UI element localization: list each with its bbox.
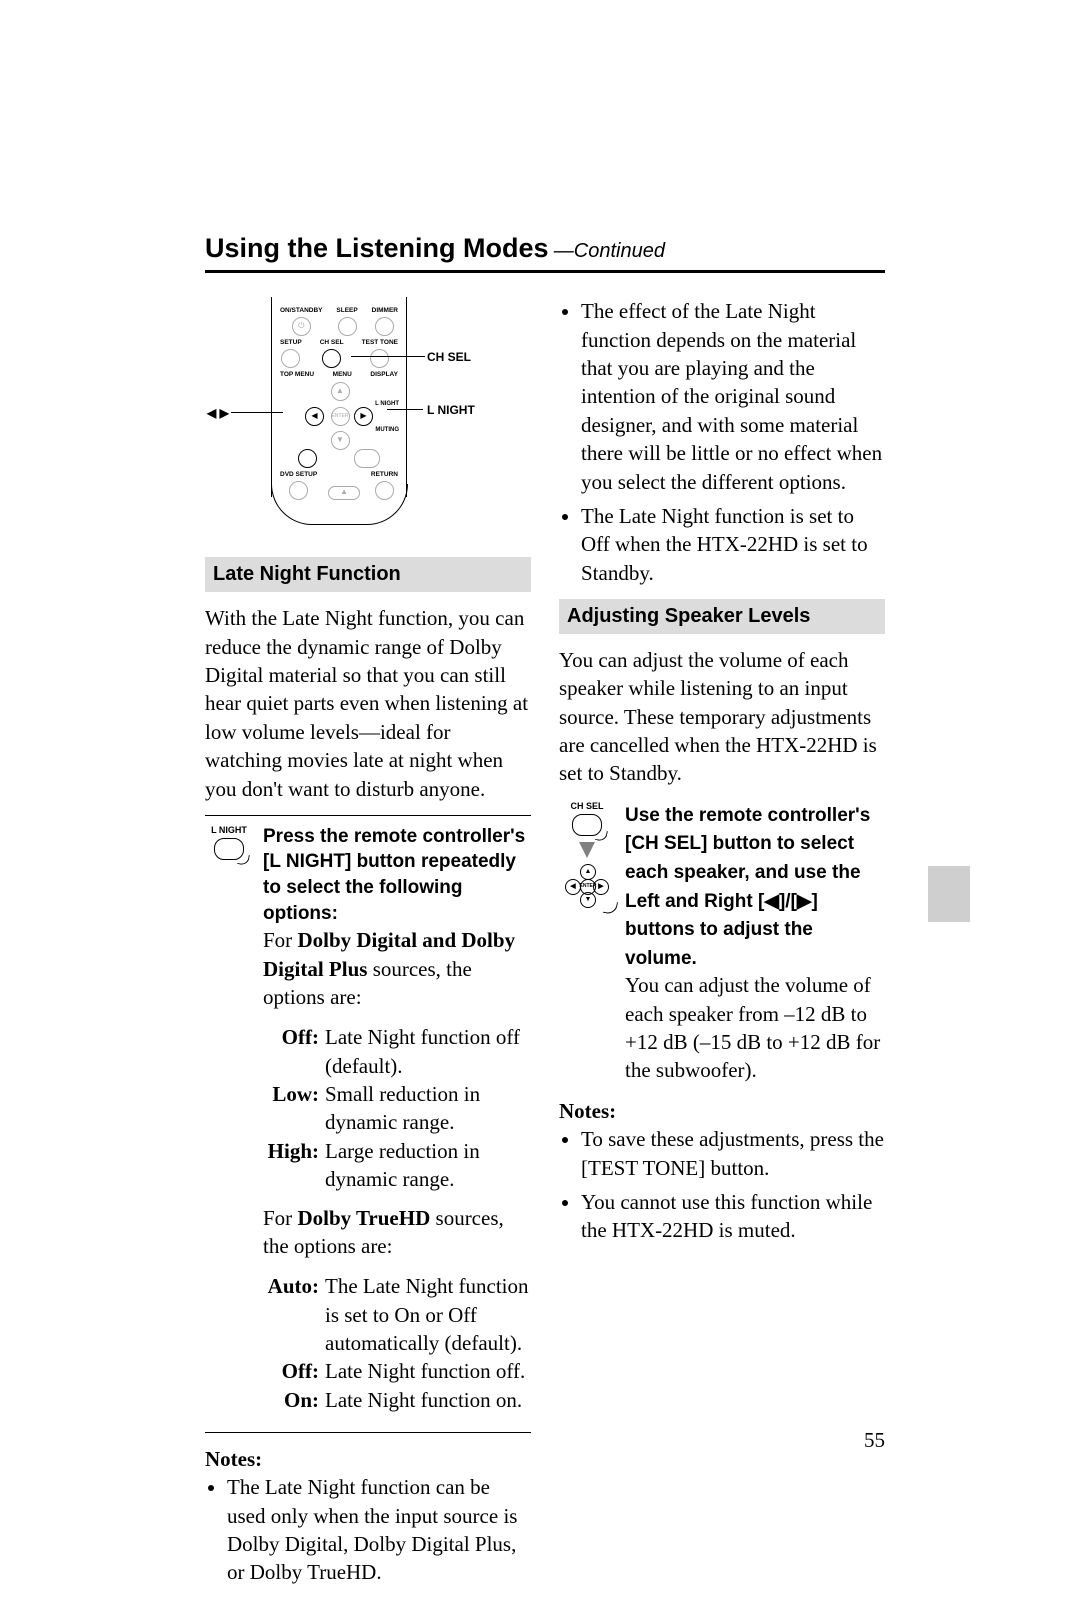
nav-cluster-icon: ▲ ▼ ◀ ▶ ENTER bbox=[565, 864, 609, 908]
remote-label-dimmer: DIMMER bbox=[372, 307, 398, 316]
remote-label-display: DISPLAY bbox=[370, 371, 398, 380]
adjusting-body-text: You can adjust the volume of each speake… bbox=[625, 971, 885, 1084]
callout-lnight: L NIGHT bbox=[427, 402, 475, 418]
callout-leftright: ◀ ▶ bbox=[207, 405, 229, 421]
opt-high: High:Large reduction in dynamic range. bbox=[263, 1137, 531, 1194]
remote-label-return: RETURN bbox=[371, 471, 398, 480]
section-title-adjusting-levels: Adjusting Speaker Levels bbox=[559, 599, 885, 634]
page-number: 55 bbox=[864, 1426, 885, 1454]
adjusting-instruction-body: Use the remote controller's [CH SEL] but… bbox=[625, 800, 885, 1085]
chsel-icon-stack: CH SEL ▲ ▼ ◀ ▶ ENTER bbox=[559, 800, 615, 1085]
adjusting-levels-intro: You can adjust the volume of each speake… bbox=[559, 646, 885, 788]
remote-body: ON/STANDBY⏻ SLEEP DIMMER SETUP CH SEL TE… bbox=[271, 297, 407, 497]
remote-nav-left: ◀ bbox=[305, 407, 324, 426]
left-notes-head: Notes: bbox=[205, 1445, 531, 1473]
opt-low: Low:Small reduction in dynamic range. bbox=[263, 1080, 531, 1137]
right-notes-list: To save these adjustments, press the [TE… bbox=[559, 1125, 885, 1244]
lnight-icon: L NIGHT bbox=[205, 824, 253, 1424]
carry-bullet-2: The Late Night function is set to Off wh… bbox=[581, 502, 885, 587]
late-night-intro: With the Late Night function, you can re… bbox=[205, 604, 531, 802]
remote-btn-lnight bbox=[298, 449, 317, 468]
content-columns: ON/STANDBY⏻ SLEEP DIMMER SETUP CH SEL TE… bbox=[205, 297, 885, 1598]
late-night-instruction: L NIGHT Press the remote controller's [L… bbox=[205, 815, 531, 1433]
remote-btn-muting bbox=[354, 449, 380, 468]
lnight-button-icon bbox=[214, 838, 244, 860]
side-tab bbox=[928, 866, 970, 922]
nav-press-icon bbox=[603, 900, 618, 915]
opt2-auto: Auto:The Late Night function is set to O… bbox=[263, 1272, 531, 1357]
adjusting-instruction: CH SEL ▲ ▼ ◀ ▶ ENTER Use the remote cont… bbox=[559, 800, 885, 1085]
left-column: ON/STANDBY⏻ SLEEP DIMMER SETUP CH SEL TE… bbox=[205, 297, 531, 1598]
adjusting-lead: Use the remote controller's [CH SEL] but… bbox=[625, 805, 870, 969]
remote-btn-sleep bbox=[338, 317, 357, 336]
right-note-1: To save these adjustments, press the [TE… bbox=[581, 1125, 885, 1182]
dolby-digital-line: For Dolby Digital and Dolby Digital Plus… bbox=[263, 926, 531, 1011]
nav-enter-icon: ENTER bbox=[580, 879, 596, 895]
page-title: Using the Listening Modes bbox=[205, 233, 549, 263]
late-night-instruction-body: Press the remote controller's [L NIGHT] … bbox=[263, 824, 531, 1424]
remote-label-muting: MUTING bbox=[375, 426, 399, 434]
remote-label-setup: SETUP bbox=[280, 339, 302, 348]
remote-label-testtone: TEST TONE bbox=[362, 339, 398, 348]
dolby-truehd-line: For Dolby TrueHD sources, the options ar… bbox=[263, 1204, 531, 1261]
page-title-continued: —Continued bbox=[554, 240, 665, 262]
remote-nav-down: ▼ bbox=[331, 431, 350, 450]
remote-label-topmenu: TOP MENU bbox=[280, 371, 314, 380]
remote-nav-up: ▲ bbox=[331, 382, 350, 401]
remote-nav-enter: ENTER bbox=[331, 407, 350, 426]
remote-btn-testtone bbox=[370, 349, 389, 368]
late-night-lead: Press the remote controller's [L NIGHT] … bbox=[263, 824, 531, 927]
remote-btn-setup bbox=[281, 349, 300, 368]
left-note-1: The Late Night function can be used only… bbox=[227, 1473, 531, 1586]
page-title-rule: Using the Listening Modes —Continued bbox=[205, 230, 885, 273]
opt2-on: On:Late Night function on. bbox=[263, 1386, 531, 1414]
remote-btn-volume: ▲ bbox=[328, 486, 360, 500]
remote-btn-dvdsetup bbox=[289, 481, 308, 500]
right-notes-head: Notes: bbox=[559, 1097, 885, 1125]
remote-label-menu: MENU bbox=[333, 371, 352, 380]
remote-diagram: ON/STANDBY⏻ SLEEP DIMMER SETUP CH SEL TE… bbox=[205, 297, 531, 527]
right-column: The effect of the Late Night function de… bbox=[559, 297, 885, 1598]
remote-label-sleep: SLEEP bbox=[336, 307, 357, 316]
left-notes-list: The Late Night function can be used only… bbox=[205, 1473, 531, 1586]
opt2-off: Off:Late Night function off. bbox=[263, 1357, 531, 1385]
remote-label-onstandby: ON/STANDBY bbox=[280, 307, 323, 316]
arrow-down-icon bbox=[579, 842, 595, 858]
carry-bullet-1: The effect of the Late Night function de… bbox=[581, 297, 885, 495]
page: Using the Listening Modes —Continued ON/… bbox=[0, 0, 1080, 1528]
remote-navpad: ▲ ▼ ◀ ▶ ENTER L NIGHT MUTING bbox=[305, 382, 373, 450]
remote-btn-onstandby: ⏻ bbox=[292, 317, 311, 336]
chsel-button-icon bbox=[572, 814, 602, 836]
remote-label-dvdsetup: DVD SETUP bbox=[280, 471, 317, 480]
right-note-2: You cannot use this function while the H… bbox=[581, 1188, 885, 1245]
remote-label-lnight: L NIGHT bbox=[375, 400, 399, 408]
callout-chsel: CH SEL bbox=[427, 349, 471, 365]
remote-btn-return bbox=[375, 481, 394, 500]
remote-btn-dimmer bbox=[375, 317, 394, 336]
dolby-digital-options: Off:Late Night function off (default). L… bbox=[263, 1023, 531, 1193]
remote-label-chsel: CH SEL bbox=[320, 339, 344, 348]
remote-nav-right: ▶ bbox=[354, 407, 373, 426]
remote-btn-chsel bbox=[322, 349, 341, 368]
nav-up-icon: ▲ bbox=[580, 864, 596, 880]
dolby-truehd-options: Auto:The Late Night function is set to O… bbox=[263, 1272, 531, 1414]
section-title-late-night: Late Night Function bbox=[205, 557, 531, 592]
opt-off: Off:Late Night function off (default). bbox=[263, 1023, 531, 1080]
right-carry-bullets: The effect of the Late Night function de… bbox=[559, 297, 885, 586]
